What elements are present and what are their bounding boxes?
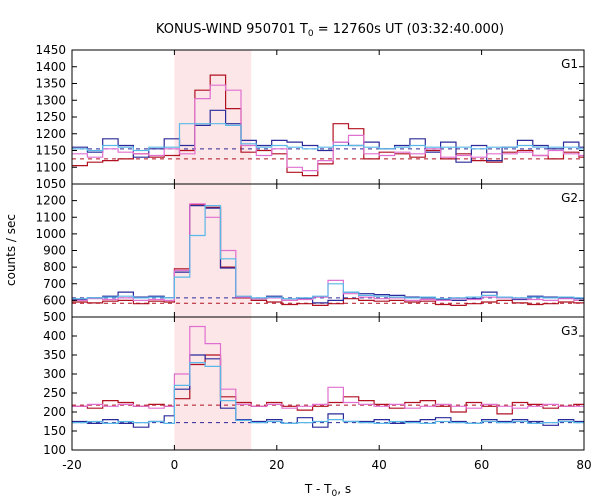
y-tick-label: 700 bbox=[43, 277, 66, 291]
panel-label: G2 bbox=[561, 191, 578, 205]
y-tick-label: 1450 bbox=[35, 43, 66, 57]
chart-title-main: KONUS-WIND 950701 T bbox=[156, 22, 308, 37]
panel-plot-area bbox=[72, 325, 584, 428]
burst-interval-highlight bbox=[174, 317, 252, 450]
y-tick-label: 200 bbox=[43, 405, 66, 419]
series-step-dark-red bbox=[72, 204, 584, 306]
x-axis-label-tail: , s bbox=[337, 482, 351, 496]
x-axis-label: T - T0, s bbox=[304, 482, 351, 499]
y-tick-label: 800 bbox=[43, 260, 66, 274]
series-step-light-blue bbox=[72, 362, 584, 424]
y-tick-label: 500 bbox=[43, 310, 66, 324]
y-tick-label: 100 bbox=[43, 443, 66, 457]
chart-title: KONUS-WIND 950701 T0 = 12760s UT (03:32:… bbox=[156, 22, 504, 39]
x-tick-label: 60 bbox=[474, 458, 489, 472]
y-tick-label: 150 bbox=[43, 424, 66, 438]
y-tick-label: 400 bbox=[43, 329, 66, 343]
x-tick-label: 40 bbox=[372, 458, 387, 472]
panel-g3: G3 100 150 200 250 300 350 400 bbox=[43, 316, 585, 457]
x-tick-label: 80 bbox=[576, 458, 591, 472]
panels-group: G1 1050 1100 1150 1200 1250 1300 1350 1400 1450 G2… bbox=[35, 43, 591, 472]
x-tick-label: 0 bbox=[171, 458, 179, 472]
panel-label: G1 bbox=[561, 57, 578, 71]
panel-label: G3 bbox=[561, 324, 578, 338]
y-tick-label: 1050 bbox=[35, 177, 66, 191]
series-step-light-blue bbox=[72, 123, 584, 152]
panel-frame bbox=[71, 316, 585, 451]
series-step-pink bbox=[72, 84, 584, 172]
y-tick-label: 1200 bbox=[35, 194, 66, 208]
chart-title-rest: = 12760s UT (03:32:40.000) bbox=[314, 22, 504, 37]
y-tick-label: 1100 bbox=[35, 210, 66, 224]
panel-plot-area bbox=[72, 203, 584, 306]
y-tick-label: 300 bbox=[43, 367, 66, 381]
y-tick-label: 1400 bbox=[35, 60, 66, 74]
burst-interval-highlight bbox=[174, 50, 252, 184]
y-tick-label: 1150 bbox=[35, 144, 66, 158]
panel-g1: G1 1050 1100 1150 1200 1250 1300 1350 1400 1450 bbox=[35, 43, 585, 191]
y-axis-label: counts / sec bbox=[4, 214, 18, 286]
y-tick-label: 1100 bbox=[35, 160, 66, 174]
y-tick-label: 1250 bbox=[35, 110, 66, 124]
x-axis-label-main: T - T bbox=[304, 482, 332, 496]
y-tick-label: 1300 bbox=[35, 93, 66, 107]
x-axis-label-subscript: 0 bbox=[332, 489, 338, 499]
chart-title-subscript: 0 bbox=[308, 29, 314, 39]
series-step-light-blue bbox=[72, 205, 584, 300]
x-tick-label: -20 bbox=[62, 458, 82, 472]
y-tick-label: 1200 bbox=[35, 127, 66, 141]
y-tick-label: 1000 bbox=[35, 227, 66, 241]
y-tick-label: 350 bbox=[43, 348, 66, 362]
series-step-pink bbox=[72, 325, 584, 409]
y-tick-label: 900 bbox=[43, 244, 66, 258]
y-tick-label: 600 bbox=[43, 293, 66, 307]
x-tick-label: 20 bbox=[269, 458, 284, 472]
panel-plot-area bbox=[72, 74, 584, 177]
panel-g2: G2 500 600 700 800 900 1000 1100 1200 bbox=[35, 183, 585, 324]
y-tick-label: 250 bbox=[43, 386, 66, 400]
y-tick-label: 1350 bbox=[35, 77, 66, 91]
